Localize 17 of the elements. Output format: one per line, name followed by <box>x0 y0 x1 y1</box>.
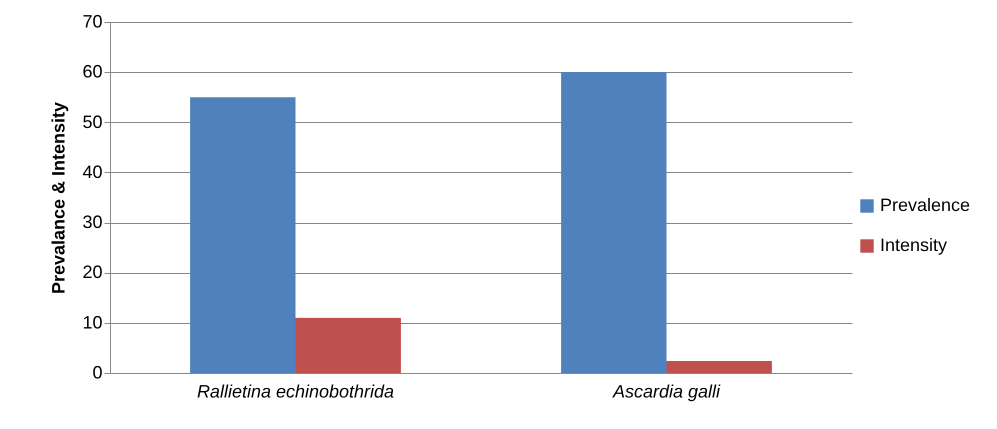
y-tick-label: 60 <box>82 62 102 82</box>
x-tick-label: Ascardia galli <box>612 382 722 402</box>
y-tick-label: 50 <box>82 112 102 132</box>
y-axis-title: Prevalance & Intensity <box>48 102 68 294</box>
y-tick-label: 70 <box>82 12 102 32</box>
legend-label: Intensity <box>880 235 948 255</box>
y-tick-label: 40 <box>82 162 102 182</box>
y-tick-label: 10 <box>82 312 102 332</box>
bar <box>561 72 666 373</box>
x-tick-label: Rallietina echinobothrida <box>196 382 394 402</box>
y-tick-label: 30 <box>82 212 102 232</box>
bar <box>666 360 772 373</box>
y-tick-label: 0 <box>92 362 102 382</box>
y-tick-label: 20 <box>82 262 102 282</box>
bar <box>190 97 296 373</box>
bar <box>296 318 401 373</box>
legend-label: Prevalence <box>880 195 970 215</box>
